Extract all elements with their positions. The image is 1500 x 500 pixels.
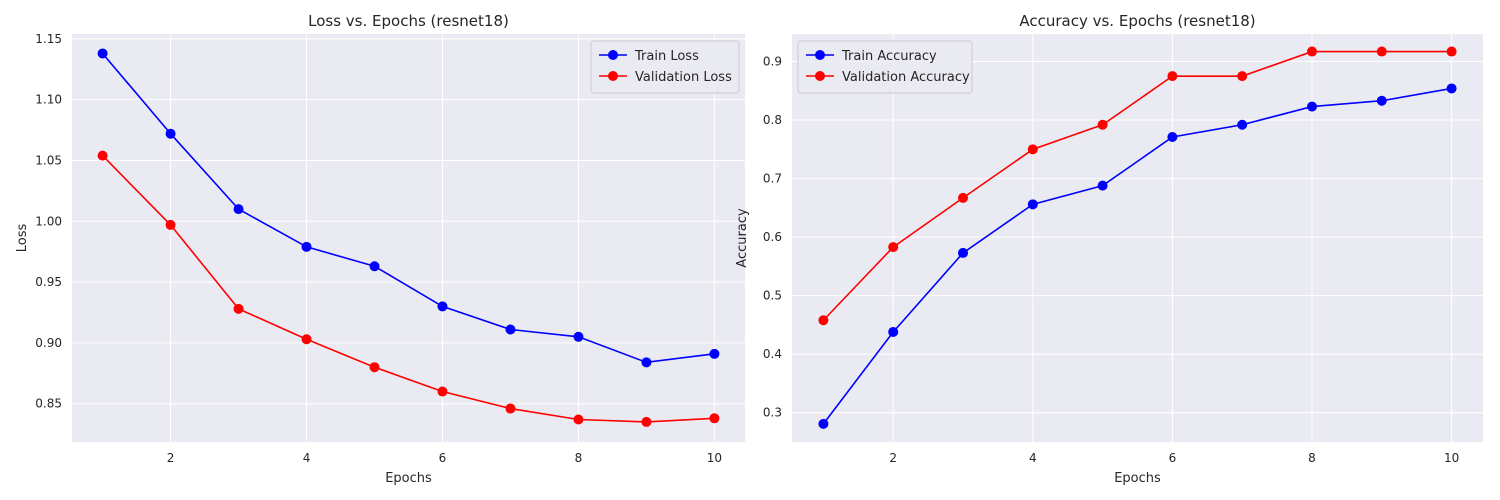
data-point — [369, 362, 380, 373]
x-tick-label: 2 — [889, 451, 897, 465]
data-point — [505, 403, 516, 414]
data-point — [888, 326, 899, 337]
legend-marker — [608, 50, 618, 60]
y-tick-label: 0.85 — [35, 397, 62, 411]
data-point — [233, 303, 244, 314]
data-point — [1027, 199, 1038, 210]
data-point — [818, 418, 829, 429]
data-point — [301, 334, 312, 345]
data-point — [1446, 46, 1457, 57]
data-point — [369, 261, 380, 272]
y-tick-label: 0.8 — [763, 113, 782, 127]
accuracy-chart: 2 4 6 8 10 0.3 0.4 0.5 0.6 0.7 0.8 0.9 Accuracy vs. … — [735, 12, 1483, 486]
x-tick-label: 4 — [303, 451, 311, 465]
series-line — [101, 52, 715, 364]
series-validation-accuracy — [818, 46, 1457, 326]
data-point — [1097, 119, 1108, 130]
x-tick-label: 4 — [1029, 451, 1037, 465]
x-axis-label: Epochs — [385, 471, 432, 486]
series-line — [822, 50, 1452, 321]
data-point — [1446, 83, 1457, 94]
legend-label: Validation Loss — [635, 70, 732, 85]
data-point — [1027, 144, 1038, 155]
y-tick-label: 1.00 — [35, 214, 62, 228]
x-tick-label: 6 — [1169, 451, 1177, 465]
x-tick-label: 10 — [1444, 451, 1459, 465]
y-tick-label: 0.5 — [763, 289, 782, 303]
x-tick-label: 8 — [575, 451, 583, 465]
data-point — [97, 48, 108, 59]
legend: Train Accuracy Validation Accuracy — [797, 40, 973, 94]
y-axis-label: Loss — [15, 224, 30, 253]
data-point — [437, 386, 448, 397]
data-point — [1167, 132, 1178, 143]
data-point — [1237, 119, 1248, 130]
data-point — [958, 247, 969, 258]
data-point — [437, 301, 448, 312]
data-point — [641, 416, 652, 427]
data-point — [1237, 71, 1248, 82]
y-tick-label: 0.4 — [763, 347, 782, 361]
x-axis-label: Epochs — [1114, 471, 1161, 486]
legend-label: Validation Accuracy — [842, 70, 970, 85]
legend-marker — [815, 71, 825, 81]
data-point — [1167, 71, 1178, 82]
y-axis-label: Accuracy — [735, 208, 750, 268]
data-point — [165, 219, 176, 230]
series-line — [102, 155, 715, 423]
data-point — [709, 413, 720, 424]
data-point — [958, 192, 969, 203]
x-tick-label: 10 — [707, 451, 722, 465]
chart-title: Loss vs. Epochs (resnet18) — [308, 12, 509, 30]
series-train-loss — [97, 48, 720, 368]
data-point — [1376, 95, 1387, 106]
y-tick-label: 1.05 — [35, 153, 62, 167]
legend-box — [797, 40, 973, 94]
data-point — [505, 324, 516, 335]
data-point — [573, 414, 584, 425]
data-point — [888, 242, 899, 253]
x-tick-label: 2 — [167, 451, 175, 465]
y-tick-label: 0.90 — [35, 336, 62, 350]
legend-label: Train Accuracy — [841, 49, 937, 64]
data-point — [818, 315, 829, 326]
y-tick-label: 1.10 — [35, 93, 62, 107]
y-tick-label: 0.6 — [763, 230, 782, 244]
chart-title: Accuracy vs. Epochs (resnet18) — [1019, 12, 1255, 30]
data-point — [573, 331, 584, 342]
y-tick-label: 0.95 — [35, 275, 62, 289]
data-point — [233, 204, 244, 215]
data-point — [165, 128, 176, 139]
data-point — [1376, 46, 1387, 57]
series-validation-loss — [97, 150, 720, 427]
legend-label: Train Loss — [634, 49, 699, 64]
series-train-accuracy — [818, 83, 1457, 429]
data-point — [641, 357, 652, 368]
data-point — [1097, 180, 1108, 191]
plot-area — [72, 34, 745, 442]
data-point — [1306, 101, 1317, 112]
y-tick-label: 1.15 — [35, 32, 62, 46]
data-point — [1306, 46, 1317, 57]
y-tick-label: 0.9 — [763, 55, 782, 69]
legend-marker — [815, 50, 825, 60]
data-point — [301, 241, 312, 252]
y-tick-label: 0.7 — [763, 172, 782, 186]
x-tick-label: 8 — [1308, 451, 1316, 465]
loss-chart: 2 4 6 8 10 0.85 0.90 0.95 1.00 1.05 1.10 1.15 Loss v… — [15, 12, 745, 486]
data-point — [709, 348, 720, 359]
y-tick-label: 0.3 — [763, 406, 782, 420]
data-point — [97, 150, 108, 161]
x-tick-label: 6 — [439, 451, 447, 465]
plot-area — [792, 34, 1483, 442]
legend-box — [590, 40, 740, 94]
series-line — [822, 87, 1452, 425]
legend: Train Loss Validation Loss — [590, 40, 740, 94]
legend-marker — [608, 71, 618, 81]
